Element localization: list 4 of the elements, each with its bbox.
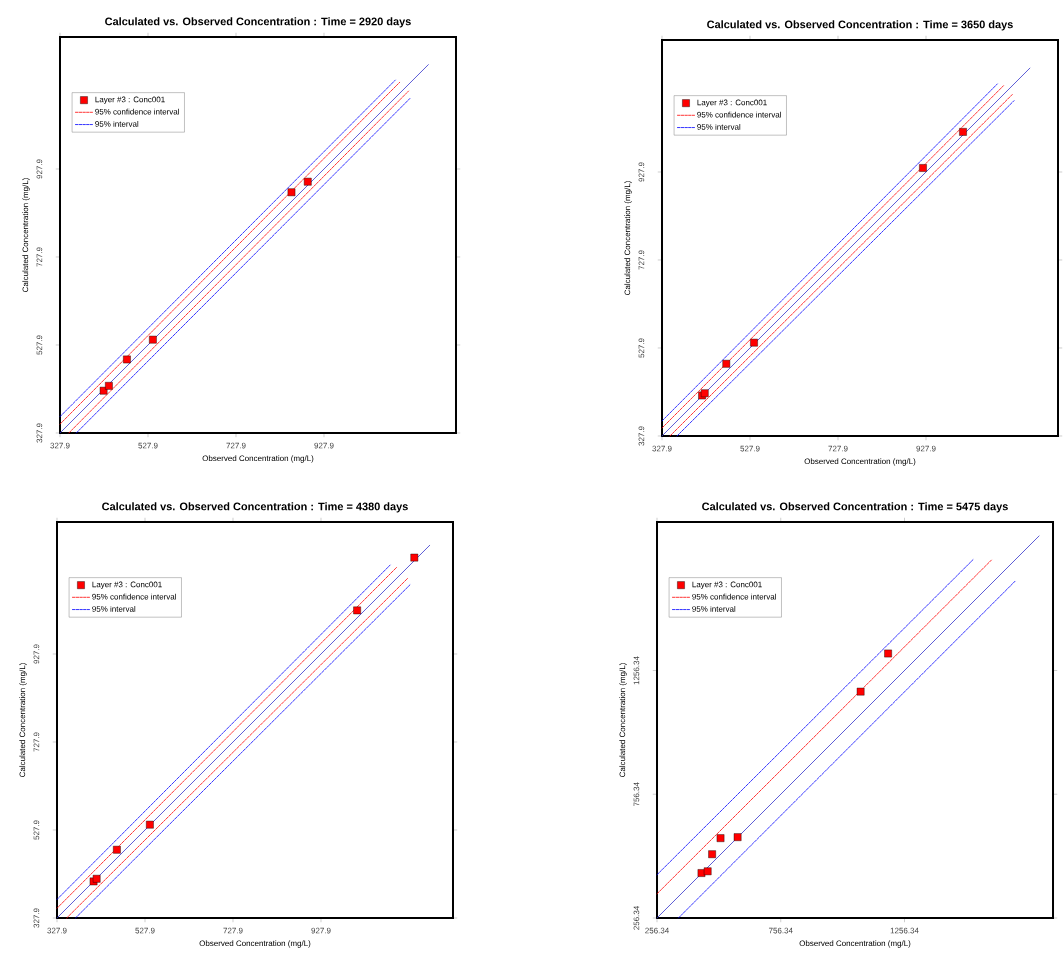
chart-title: Calculated vs. Observed Concentration : Time = 5475 days [702,502,1008,513]
chart-title: Calculated vs. Observed Concentration : Time = 4380 days [102,502,408,513]
chart-title: Calculated vs. Observed Concentration : Time = 2920 days [105,17,411,28]
chart-title: Calculated vs. Observed Concentration : Time = 3650 days [707,20,1013,31]
